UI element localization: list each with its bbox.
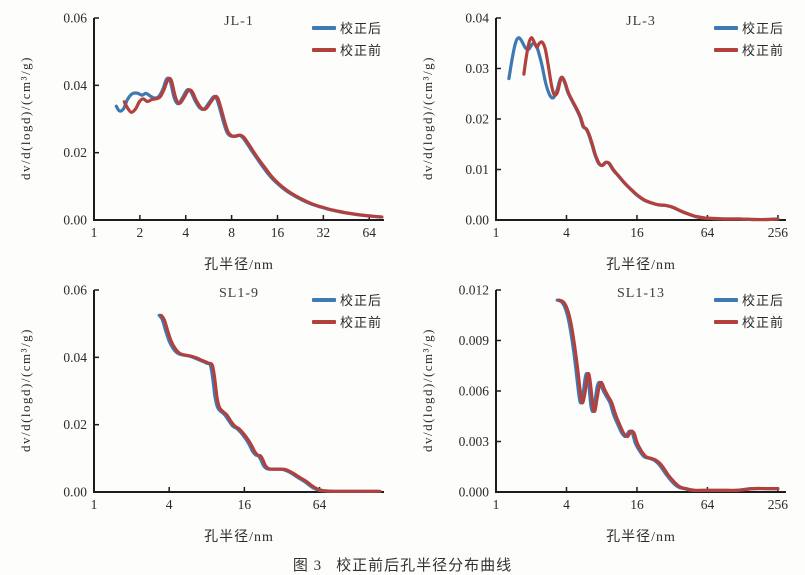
- chart-title: SL1-9: [219, 286, 259, 301]
- legend-line-after-icon: [713, 297, 738, 302]
- x-tick-label: 64: [701, 497, 715, 512]
- figure-grid: 0.00 0.02 0.04 0.06 1 2 4 8 16 32 64 JL-1 dv/d(log…: [6, 6, 800, 550]
- legend-label: 校正前: [339, 315, 382, 330]
- plot-area-jl3: 0.00 0.01 0.02 0.03 0.04 1 4 16 64 256: [465, 11, 789, 241]
- series-after: [157, 313, 380, 493]
- y-tick-label: 0.00: [465, 213, 489, 228]
- x-axis-label: 孔半径/nm: [204, 530, 274, 545]
- x-axis-label: 孔半径/nm: [204, 258, 274, 273]
- x-axis-label: 孔半径/nm: [606, 530, 676, 545]
- figure-caption-text: 校正前后孔半径分布曲线: [336, 558, 513, 574]
- series-before: [557, 298, 780, 493]
- legend-item: 校正后: [713, 18, 784, 37]
- x-tick-label: 64: [701, 225, 715, 240]
- legend-line-before-icon: [311, 47, 336, 52]
- y-tick-label: 0.006: [459, 384, 490, 399]
- y-axis-label: dv/d(logd)/(cm³/g): [18, 55, 33, 181]
- y-axis-label: dv/d(logd)/(cm³/g): [420, 55, 435, 181]
- x-axis-label: 孔半径/nm: [606, 258, 676, 273]
- legend-label: 校正后: [741, 293, 784, 308]
- legend-item: 校正前: [311, 40, 382, 59]
- y-axis-label: dv/d(logd)/(cm³/g): [420, 327, 435, 453]
- x-tick-label: 1: [493, 225, 500, 240]
- x-tick-label: 16: [630, 225, 644, 240]
- legend-item: 校正前: [713, 40, 784, 59]
- x-tick-label: 4: [563, 225, 570, 240]
- x-tick-label: 64: [313, 497, 327, 512]
- legend: 校正后 校正前: [713, 18, 784, 59]
- x-tick-label: 4: [166, 497, 173, 512]
- chart-title: JL-1: [224, 14, 254, 29]
- y-tick-label: 0.02: [63, 145, 87, 160]
- legend-item: 校正前: [311, 312, 382, 331]
- y-tick-label: 0.009: [459, 333, 490, 348]
- plot-area-sl1-13: 0.000 0.003 0.006 0.009 0.012 1 4 16 64 256: [459, 283, 789, 513]
- legend-label: 校正前: [741, 43, 784, 58]
- series-before: [159, 313, 382, 493]
- legend-item: 校正后: [311, 18, 382, 37]
- x-tick-label: 256: [768, 497, 789, 512]
- legend-item: 校正前: [713, 312, 784, 331]
- chart-jl3: 0.00 0.01 0.02 0.03 0.04 1 4 16 64 256 JL-3 dv/d(…: [408, 6, 800, 278]
- legend: 校正后 校正前: [311, 290, 382, 331]
- y-tick-label: 0.003: [459, 434, 490, 449]
- chart-sl1-13: 0.000 0.003 0.006 0.009 0.012 1 4 16 64 256 SL1-1…: [408, 278, 800, 550]
- y-tick-label: 0.000: [459, 485, 490, 500]
- x-tick-label: 256: [768, 225, 789, 240]
- legend: 校正后 校正前: [713, 290, 784, 331]
- legend-label: 校正后: [339, 293, 382, 308]
- legend-label: 校正前: [339, 43, 382, 58]
- y-tick-label: 0.03: [465, 61, 489, 76]
- legend-line-after-icon: [713, 25, 738, 30]
- legend-label: 校正后: [339, 21, 382, 36]
- x-tick-label: 16: [630, 497, 644, 512]
- y-tick-label: 0.04: [63, 350, 87, 365]
- x-tick-label: 4: [182, 225, 189, 240]
- series-before: [522, 36, 780, 222]
- legend-label: 校正后: [741, 21, 784, 36]
- plot-area-jl1: 0.00 0.02 0.04 0.06 1 2 4 8 16 32 64: [63, 11, 384, 240]
- x-tick-label: 16: [238, 497, 252, 512]
- y-axis-label: dv/d(logd)/(cm³/g): [18, 327, 33, 453]
- x-tick-label: 16: [271, 225, 285, 240]
- chart-sl1-9: 0.00 0.02 0.04 0.06 1 4 16 64 SL1-9 dv/d(logd)/…: [6, 278, 398, 550]
- legend-line-before-icon: [713, 319, 738, 324]
- legend-item: 校正后: [713, 290, 784, 309]
- x-tick-label: 1: [91, 225, 98, 240]
- chart-jl1: 0.00 0.02 0.04 0.06 1 2 4 8 16 32 64 JL-1 dv/d(log…: [6, 6, 398, 278]
- legend-line-after-icon: [311, 25, 336, 30]
- legend-line-before-icon: [311, 319, 336, 324]
- x-tick-label: 1: [91, 497, 98, 512]
- plot-area-sl1-9: 0.00 0.02 0.04 0.06 1 4 16 64: [63, 283, 384, 512]
- y-tick-label: 0.02: [63, 417, 87, 432]
- y-tick-label: 0.04: [465, 11, 489, 26]
- figure-caption-label: 图 3: [292, 558, 323, 574]
- y-tick-label: 0.06: [63, 11, 87, 26]
- legend-line-before-icon: [713, 47, 738, 52]
- y-tick-label: 0.00: [63, 213, 87, 228]
- chart-title: JL-3: [626, 14, 656, 29]
- figure-caption: 图 3 校正前后孔半径分布曲线: [0, 554, 805, 575]
- y-tick-label: 0.02: [465, 112, 489, 127]
- y-tick-label: 0.01: [465, 162, 489, 177]
- x-tick-label: 4: [563, 497, 570, 512]
- y-tick-label: 0.00: [63, 485, 87, 500]
- series-before: [122, 76, 384, 219]
- y-tick-label: 0.04: [63, 78, 87, 93]
- legend-item: 校正后: [311, 290, 382, 309]
- x-tick-label: 8: [228, 225, 235, 240]
- x-tick-label: 64: [362, 225, 376, 240]
- y-tick-label: 0.012: [459, 283, 489, 298]
- x-tick-label: 32: [317, 225, 331, 240]
- x-tick-label: 2: [136, 225, 143, 240]
- chart-title: SL1-13: [617, 286, 665, 301]
- legend-label: 校正前: [741, 315, 784, 330]
- x-tick-label: 1: [493, 497, 500, 512]
- legend: 校正后 校正前: [311, 18, 382, 59]
- y-tick-label: 0.06: [63, 283, 87, 298]
- legend-line-after-icon: [311, 297, 336, 302]
